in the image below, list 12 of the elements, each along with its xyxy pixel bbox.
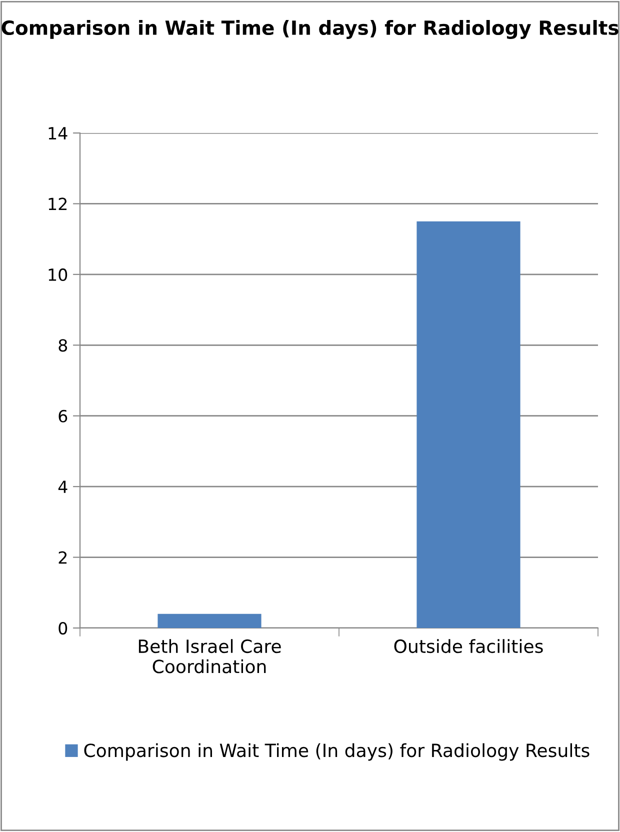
y-tick-label: 14 <box>48 127 68 140</box>
y-tick-label: 0 <box>58 622 68 635</box>
chart-title: Comparison in Wait Time (In days) for Radiology Results <box>2 20 618 39</box>
x-tick-label: Beth Israel Care Coordination <box>138 639 281 674</box>
y-tick-label: 10 <box>48 268 68 281</box>
x-tick-label: Outside facilities <box>394 639 543 654</box>
y-tick-label: 4 <box>58 480 68 493</box>
y-tick-label: 8 <box>58 339 68 352</box>
legend-label: Comparison in Wait Time (In days) for Radiology Results <box>84 743 590 761</box>
y-tick-label: 12 <box>48 198 67 210</box>
y-tick-label: 2 <box>58 551 67 564</box>
y-tick-label: 6 <box>58 410 68 422</box>
